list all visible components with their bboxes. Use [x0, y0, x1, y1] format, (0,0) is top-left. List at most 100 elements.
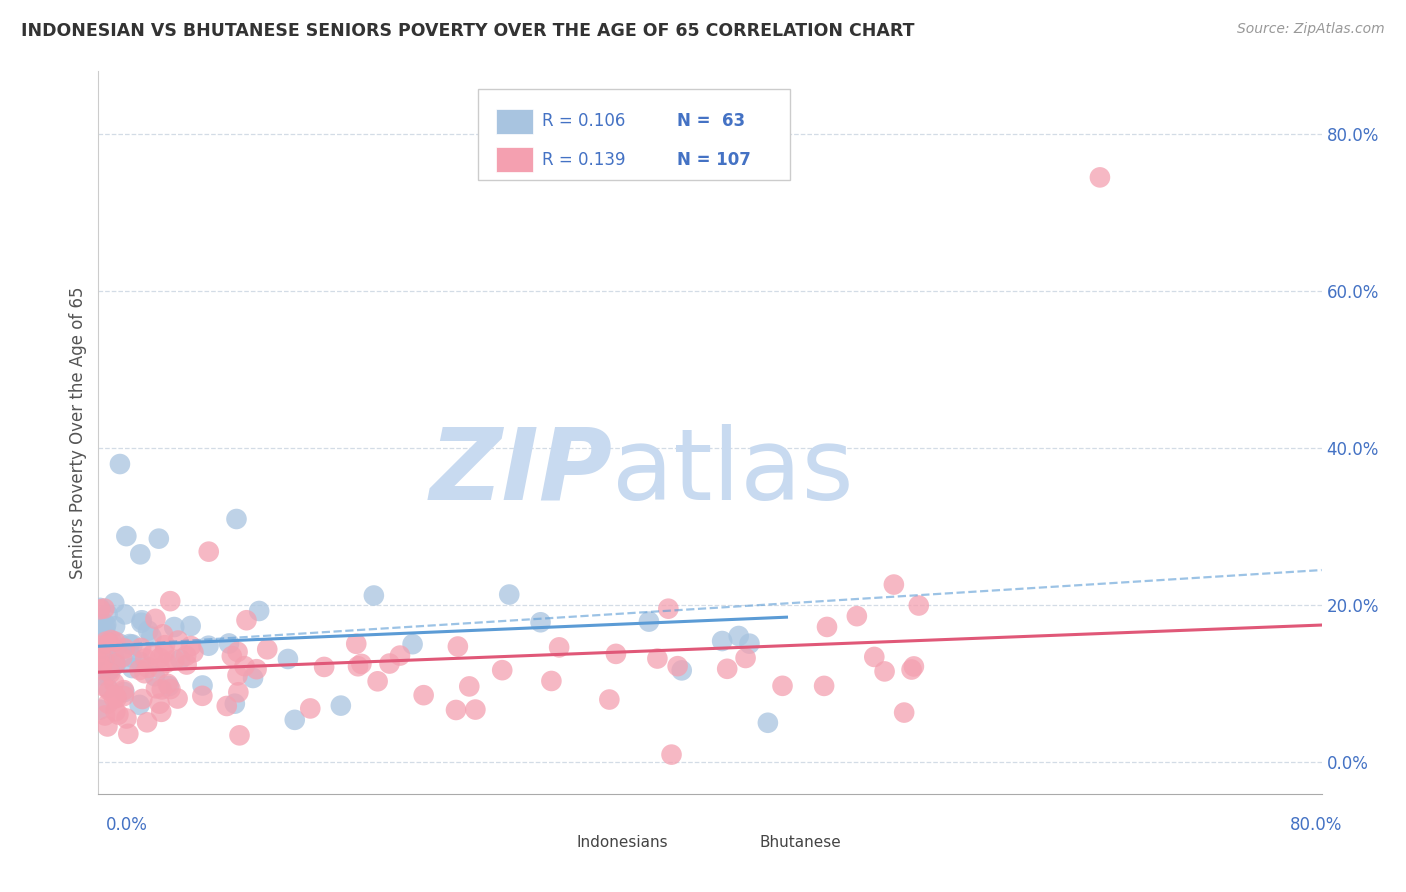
Point [89, 657, 111, 671]
Y-axis label: Seniors Poverty Over the Age of 65: Seniors Poverty Over the Age of 65 [69, 286, 87, 579]
Point [104, 657, 127, 671]
Point [89, 600, 111, 615]
Point [142, 647, 165, 661]
Point [711, 634, 734, 648]
Point [129, 655, 152, 669]
Point [96, 648, 118, 663]
Point [145, 612, 167, 626]
Point [903, 659, 925, 673]
Bar [534, 827, 560, 851]
Point [548, 640, 571, 655]
Point [145, 681, 167, 696]
Point [131, 613, 153, 627]
Bar [717, 827, 742, 851]
Point [464, 702, 486, 716]
Text: INDONESIAN VS BHUTANESE SENIORS POVERTY OVER THE AGE OF 65 CORRELATION CHART: INDONESIAN VS BHUTANESE SENIORS POVERTY … [21, 22, 914, 40]
Point [284, 713, 307, 727]
Point [136, 715, 159, 730]
Point [96, 629, 118, 643]
Point [91, 665, 114, 679]
Point [873, 665, 896, 679]
Point [108, 637, 131, 651]
Text: 80.0%: 80.0% [1291, 816, 1343, 834]
Point [671, 664, 693, 678]
Point [235, 613, 257, 627]
Point [156, 677, 179, 691]
Point [159, 682, 181, 697]
Point [103, 676, 125, 690]
Point [716, 662, 738, 676]
Point [93, 601, 115, 615]
Point [143, 669, 166, 683]
Text: N =  63: N = 63 [678, 112, 745, 130]
Point [98, 636, 121, 650]
Point [191, 678, 214, 692]
Point [100, 633, 122, 648]
Point [893, 706, 915, 720]
Point [90, 662, 112, 676]
Point [93, 680, 115, 694]
Point [101, 660, 124, 674]
Point [734, 651, 756, 665]
Point [166, 691, 188, 706]
Point [388, 648, 411, 663]
Point [103, 690, 125, 705]
Point [180, 639, 202, 653]
Bar [496, 109, 533, 134]
Point [96, 719, 118, 733]
Point [115, 711, 138, 725]
Text: ZIP: ZIP [429, 424, 612, 521]
Point [98, 664, 121, 678]
Point [89, 602, 111, 616]
Point [149, 661, 172, 675]
Text: Bhutanese: Bhutanese [759, 835, 841, 849]
Point [128, 698, 150, 712]
Point [153, 646, 176, 660]
Point [97, 607, 120, 622]
Text: Indonesians: Indonesians [576, 835, 668, 849]
Point [491, 663, 513, 677]
Point [883, 577, 905, 591]
Point [104, 657, 127, 671]
Point [256, 642, 278, 657]
Point [150, 705, 173, 719]
Point [93, 640, 115, 654]
Point [96, 617, 118, 632]
Point [657, 601, 679, 615]
Point [152, 627, 174, 641]
Point [378, 657, 401, 671]
Point [90, 668, 112, 682]
Point [169, 652, 191, 666]
Point [900, 663, 922, 677]
Point [89, 645, 111, 659]
Point [136, 661, 159, 675]
Point [661, 747, 683, 762]
Point [94, 621, 117, 635]
Point [772, 679, 794, 693]
Point [104, 689, 127, 703]
Point [176, 657, 198, 672]
Point [727, 629, 749, 643]
Point [131, 692, 153, 706]
Point [121, 661, 143, 675]
Point [157, 679, 180, 693]
Point [149, 697, 172, 711]
Point [90, 613, 112, 627]
Point [114, 641, 136, 656]
Point [107, 707, 129, 722]
Point [907, 599, 929, 613]
Point [103, 651, 125, 665]
Point [647, 651, 669, 665]
Text: R = 0.139: R = 0.139 [543, 151, 626, 169]
Point [108, 457, 131, 471]
Point [114, 607, 136, 622]
Point [94, 708, 117, 723]
Point [225, 512, 247, 526]
Point [228, 728, 250, 742]
Point [215, 698, 238, 713]
Point [131, 615, 153, 630]
Point [156, 656, 179, 670]
Point [163, 620, 186, 634]
Point [221, 649, 243, 664]
Point [233, 659, 256, 673]
